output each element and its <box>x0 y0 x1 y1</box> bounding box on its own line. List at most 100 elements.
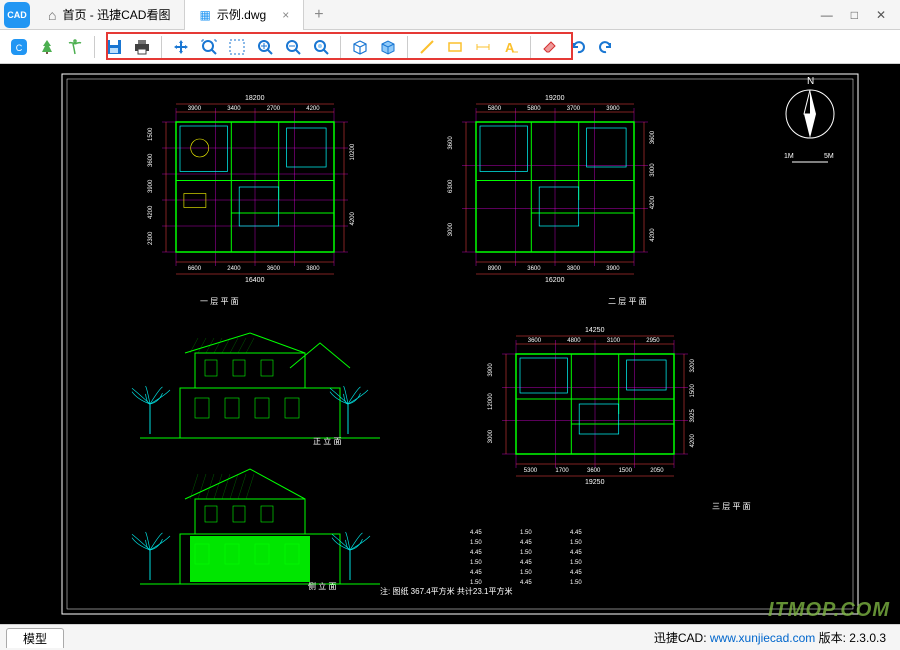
svg-text:N: N <box>807 76 814 87</box>
svg-text:三 层 平 面: 三 层 平 面 <box>712 502 751 511</box>
svg-text:3600: 3600 <box>448 136 454 150</box>
svg-text:3900: 3900 <box>188 106 202 112</box>
svg-text:C: C <box>16 43 23 53</box>
svg-text:8900: 8900 <box>488 266 502 272</box>
svg-text:3900: 3900 <box>488 363 494 377</box>
svg-text:3600: 3600 <box>267 266 281 272</box>
close-button[interactable]: ✕ <box>876 8 886 22</box>
svg-text:16200: 16200 <box>545 277 565 284</box>
svg-text:3900: 3900 <box>606 106 620 112</box>
cad-drawing: N 1M 5M 18200 3900 3400 2700 4200 6600 2400 3600 38… <box>0 64 900 624</box>
tab-file-label: 示例.dwg <box>217 6 266 23</box>
svg-text:3900: 3900 <box>606 266 620 272</box>
svg-text:1.50: 1.50 <box>520 530 532 536</box>
svg-text:1.50: 1.50 <box>520 550 532 556</box>
svg-text:4.45: 4.45 <box>520 560 532 566</box>
svg-text:6600: 6600 <box>188 266 202 272</box>
svg-text:4.45: 4.45 <box>470 570 482 576</box>
tree-icon[interactable] <box>36 36 58 58</box>
svg-text:19250: 19250 <box>585 479 605 486</box>
svg-text:2400: 2400 <box>227 266 241 272</box>
home-icon: ⌂ <box>48 7 56 23</box>
titlebar: CAD ⌂ 首页 - 迅捷CAD看图 ▦ 示例.dwg × + — □ ✕ <box>0 0 900 30</box>
svg-text:注: 图纸 367.4平方米 共计23.1平方米: 注: 图纸 367.4平方米 共计23.1平方米 <box>380 586 512 596</box>
watermark: ITMOP.COM <box>768 599 890 622</box>
close-icon[interactable]: × <box>282 8 289 22</box>
svg-text:18200: 18200 <box>245 95 265 102</box>
tab-file[interactable]: ▦ 示例.dwg × <box>185 0 304 30</box>
palm-icon[interactable] <box>64 36 86 58</box>
svg-text:1700: 1700 <box>555 468 569 474</box>
svg-text:3000: 3000 <box>448 222 454 236</box>
svg-text:5M: 5M <box>824 153 834 160</box>
app-icon: CAD <box>4 2 30 28</box>
svg-text:10200: 10200 <box>350 143 356 160</box>
svg-text:16400: 16400 <box>245 277 265 284</box>
toolbar-highlight <box>106 32 573 60</box>
svg-text:3600: 3600 <box>528 338 542 344</box>
svg-text:12000: 12000 <box>488 393 494 410</box>
svg-text:1.50: 1.50 <box>520 570 532 576</box>
svg-text:4.45: 4.45 <box>470 550 482 556</box>
svg-text:3800: 3800 <box>306 266 320 272</box>
tab-home-label: 首页 - 迅捷CAD看图 <box>62 6 170 23</box>
svg-text:5300: 5300 <box>524 468 538 474</box>
svg-text:5800: 5800 <box>527 106 541 112</box>
svg-text:2050: 2050 <box>650 468 664 474</box>
version-label: 版本: <box>819 631 846 645</box>
svg-text:4.45: 4.45 <box>570 570 582 576</box>
status-info: 迅捷CAD: www.xunjiecad.com 版本: 2.3.0.3 <box>654 629 900 646</box>
svg-text:3000: 3000 <box>650 163 656 177</box>
svg-text:4800: 4800 <box>567 338 581 344</box>
svg-text:4200: 4200 <box>690 433 696 447</box>
svg-text:4.45: 4.45 <box>470 530 482 536</box>
svg-text:3000: 3000 <box>488 429 494 443</box>
svg-text:19200: 19200 <box>545 95 565 102</box>
svg-text:1.50: 1.50 <box>570 540 582 546</box>
svg-text:侧 立 面: 侧 立 面 <box>308 581 336 591</box>
svg-text:4200: 4200 <box>650 228 656 242</box>
svg-text:3400: 3400 <box>227 106 241 112</box>
svg-text:2950: 2950 <box>646 338 660 344</box>
svg-text:1500: 1500 <box>619 468 633 474</box>
svg-text:3900: 3900 <box>148 179 154 193</box>
version-value: 2.3.0.3 <box>849 631 886 645</box>
window-controls: — □ ✕ <box>821 8 900 22</box>
new-tab-button[interactable]: + <box>304 6 333 24</box>
svg-text:3800: 3800 <box>567 266 581 272</box>
model-tab[interactable]: 模型 <box>6 628 64 648</box>
svg-text:1.50: 1.50 <box>570 580 582 586</box>
tab-home[interactable]: ⌂ 首页 - 迅捷CAD看图 <box>34 0 185 30</box>
svg-text:1500: 1500 <box>148 127 154 141</box>
svg-text:3600: 3600 <box>148 153 154 167</box>
svg-text:1500: 1500 <box>690 383 696 397</box>
file-icon: ▦ <box>199 8 210 22</box>
svg-text:2700: 2700 <box>267 106 281 112</box>
svg-text:3600: 3600 <box>650 130 656 144</box>
menu-icon[interactable]: C <box>8 36 30 58</box>
svg-text:4200: 4200 <box>650 195 656 209</box>
svg-text:3600: 3600 <box>587 468 601 474</box>
website-link[interactable]: www.xunjiecad.com <box>710 631 815 645</box>
svg-text:1.50: 1.50 <box>470 540 482 546</box>
svg-text:1M: 1M <box>784 153 794 160</box>
svg-text:一 层 平 面: 一 层 平 面 <box>200 297 239 306</box>
maximize-button[interactable]: □ <box>851 8 858 22</box>
svg-text:4.45: 4.45 <box>570 550 582 556</box>
svg-text:5800: 5800 <box>488 106 502 112</box>
minimize-button[interactable]: — <box>821 8 833 22</box>
svg-text:1.50: 1.50 <box>470 560 482 566</box>
separator <box>94 36 95 58</box>
svg-text:4200: 4200 <box>148 205 154 219</box>
svg-text:3200: 3200 <box>690 358 696 372</box>
svg-text:二 层 平 面: 二 层 平 面 <box>608 297 647 306</box>
svg-text:6300: 6300 <box>448 179 454 193</box>
svg-text:3600: 3600 <box>527 266 541 272</box>
cad-canvas[interactable]: N 1M 5M 18200 3900 3400 2700 4200 6600 2400 3600 38… <box>0 64 900 624</box>
svg-text:4.45: 4.45 <box>520 580 532 586</box>
svg-text:4.45: 4.45 <box>520 540 532 546</box>
brand-label: 迅捷CAD: <box>654 631 707 645</box>
svg-text:正 立 面: 正 立 面 <box>313 436 341 446</box>
redo-icon[interactable] <box>595 36 617 58</box>
svg-text:3100: 3100 <box>607 338 621 344</box>
